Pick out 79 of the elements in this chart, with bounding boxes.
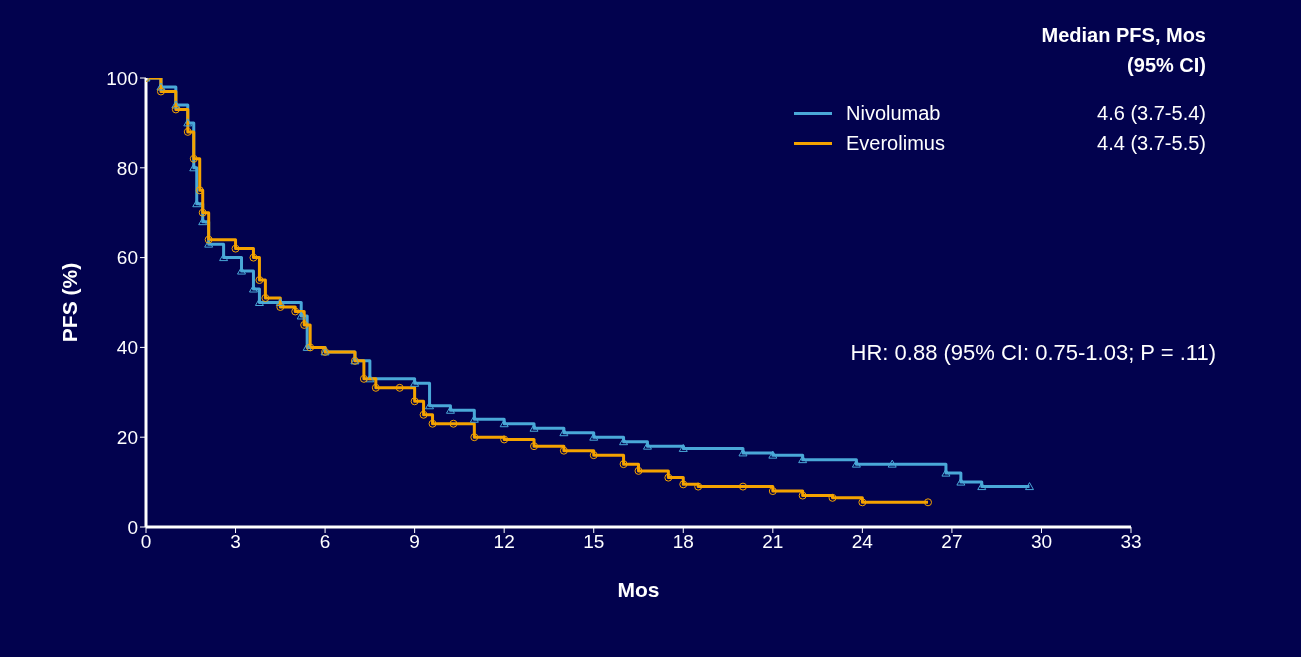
point	[275, 298, 285, 306]
point	[249, 253, 258, 262]
point	[678, 443, 688, 452]
x-tick-label: 6	[319, 531, 331, 553]
point	[296, 311, 306, 320]
point	[470, 433, 479, 442]
x-tick-label: 33	[1120, 531, 1142, 553]
point	[395, 383, 404, 392]
point	[300, 320, 309, 329]
x-tick-label: 15	[583, 531, 605, 553]
point	[828, 493, 837, 502]
point	[428, 419, 437, 428]
point	[261, 294, 270, 303]
point	[195, 186, 204, 195]
point	[231, 244, 240, 253]
x-tick-label: 9	[409, 531, 420, 553]
point	[192, 199, 202, 208]
point	[694, 482, 703, 491]
point	[171, 105, 180, 114]
point	[306, 343, 315, 352]
point	[204, 235, 213, 244]
point	[359, 374, 368, 383]
y-tick-label: 0	[127, 516, 138, 538]
x-tick-label: 27	[941, 531, 963, 553]
point	[410, 397, 419, 406]
point	[189, 154, 198, 163]
point	[449, 419, 458, 428]
point	[198, 217, 208, 226]
x-tick-label: 21	[762, 531, 784, 553]
x-tick-label: 24	[851, 531, 874, 553]
annotation: 4.4 (3.7-5.5)	[1096, 131, 1206, 155]
point	[664, 473, 673, 482]
point	[530, 442, 539, 451]
y-tick-label: 40	[116, 337, 138, 359]
legend-title: Median PFS, Mos (95% CI)	[1040, 23, 1206, 78]
point	[679, 480, 688, 489]
point	[858, 498, 867, 507]
point	[1025, 482, 1035, 491]
point	[291, 307, 300, 316]
point	[198, 208, 207, 217]
y-tick-label: 100	[106, 67, 138, 89]
point	[419, 410, 428, 419]
point	[183, 118, 193, 127]
x-axis-title: Mos	[617, 578, 660, 601]
point	[768, 450, 778, 459]
point	[634, 466, 643, 475]
point	[738, 482, 747, 491]
point	[156, 87, 165, 96]
annotation: HR: 0.88 (95% CI: 0.75-1.03; P = .11)	[850, 340, 1216, 366]
point	[768, 487, 777, 496]
point	[189, 163, 199, 172]
point	[589, 451, 598, 460]
y-tick-label: 60	[116, 247, 138, 269]
point	[371, 383, 380, 392]
annotation: 4.6 (3.7-5.4)	[1096, 101, 1206, 125]
legend-label: Nivolumab	[846, 101, 942, 125]
y-tick-label: 80	[116, 157, 138, 179]
point	[500, 435, 509, 444]
x-tick-label: 30	[1030, 531, 1053, 553]
point	[276, 302, 285, 311]
point	[171, 100, 181, 109]
point	[924, 498, 933, 507]
x-tick-label: 0	[140, 531, 152, 553]
point	[887, 459, 897, 468]
point	[156, 82, 166, 91]
point	[559, 446, 568, 455]
x-tick-label: 12	[493, 531, 515, 553]
y-axis-title: PFS (%)	[58, 262, 82, 343]
point	[204, 239, 214, 248]
point	[219, 253, 229, 262]
y-tick-label: 20	[116, 426, 138, 448]
legend-label: Everolimus	[846, 131, 946, 155]
point	[183, 127, 192, 136]
point	[619, 460, 628, 469]
x-tick-label: 3	[230, 531, 241, 553]
point	[499, 419, 509, 428]
x-tick-label: 18	[672, 531, 694, 553]
point	[255, 276, 264, 285]
point	[798, 491, 807, 500]
